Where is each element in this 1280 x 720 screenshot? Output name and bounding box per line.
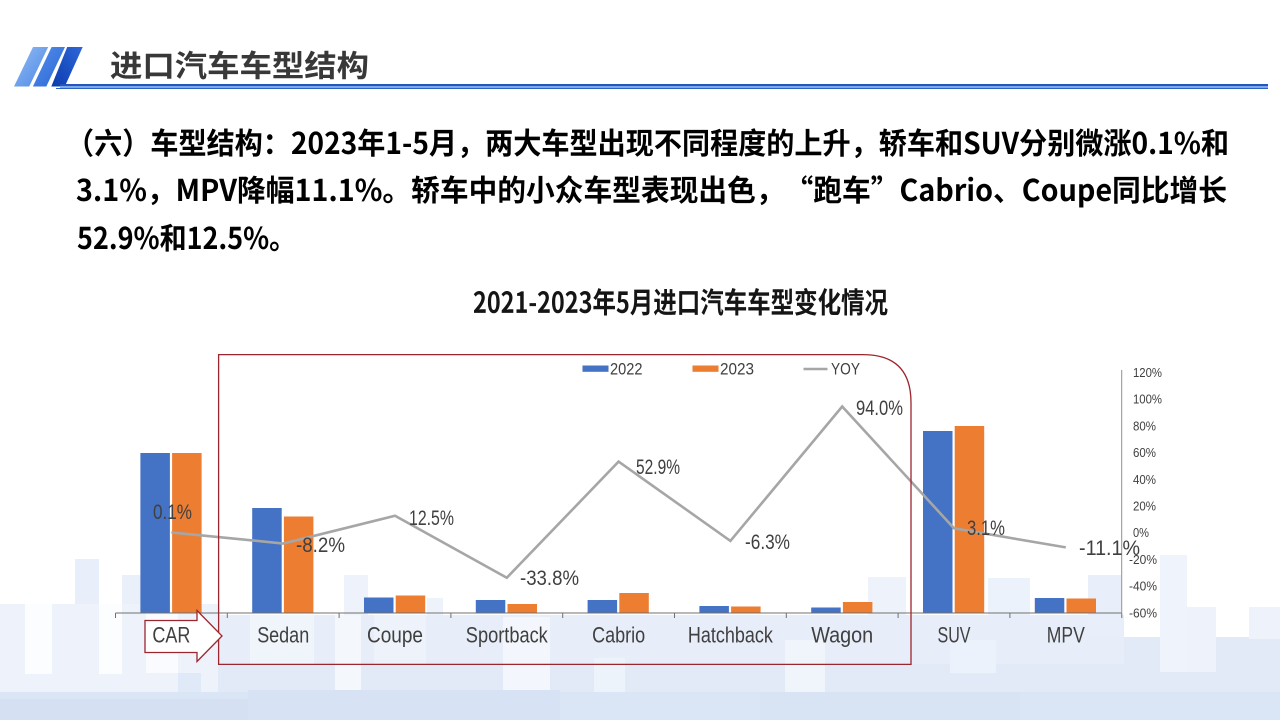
svg-text:CAR: CAR: [152, 623, 190, 648]
svg-text:-20%: -20%: [1129, 553, 1157, 567]
svg-text:-33.8%: -33.8%: [520, 566, 579, 590]
svg-text:Sedan: Sedan: [257, 623, 309, 648]
svg-text:SUV: SUV: [938, 623, 971, 648]
svg-text:-6.3%: -6.3%: [745, 530, 790, 554]
svg-text:94.0%: 94.0%: [856, 396, 903, 420]
svg-text:20%: 20%: [1133, 500, 1156, 514]
svg-text:-60%: -60%: [1129, 606, 1157, 620]
svg-text:0.1%: 0.1%: [153, 500, 192, 524]
svg-text:Coupe: Coupe: [367, 623, 423, 648]
svg-text:12.5%: 12.5%: [409, 506, 454, 530]
svg-text:Wagon: Wagon: [811, 623, 873, 648]
svg-text:60%: 60%: [1133, 446, 1156, 460]
svg-text:Cabrio: Cabrio: [592, 623, 645, 648]
svg-text:YOY: YOY: [831, 361, 860, 379]
svg-text:Sportback: Sportback: [466, 623, 549, 648]
svg-text:Hatchback: Hatchback: [688, 623, 774, 648]
svg-text:40%: 40%: [1133, 473, 1156, 487]
svg-text:3.1%: 3.1%: [967, 516, 1005, 540]
svg-text:MPV: MPV: [1047, 623, 1085, 648]
svg-text:2023: 2023: [720, 361, 754, 379]
svg-text:-11.1%: -11.1%: [1079, 536, 1140, 560]
svg-text:80%: 80%: [1133, 419, 1156, 433]
svg-text:2022: 2022: [610, 361, 643, 379]
svg-text:100%: 100%: [1133, 393, 1162, 407]
svg-text:-8.2%: -8.2%: [296, 533, 345, 557]
svg-text:-40%: -40%: [1129, 580, 1157, 594]
svg-text:52.9%: 52.9%: [636, 455, 680, 479]
svg-text:0%: 0%: [1133, 526, 1149, 540]
svg-text:120%: 120%: [1133, 366, 1162, 380]
